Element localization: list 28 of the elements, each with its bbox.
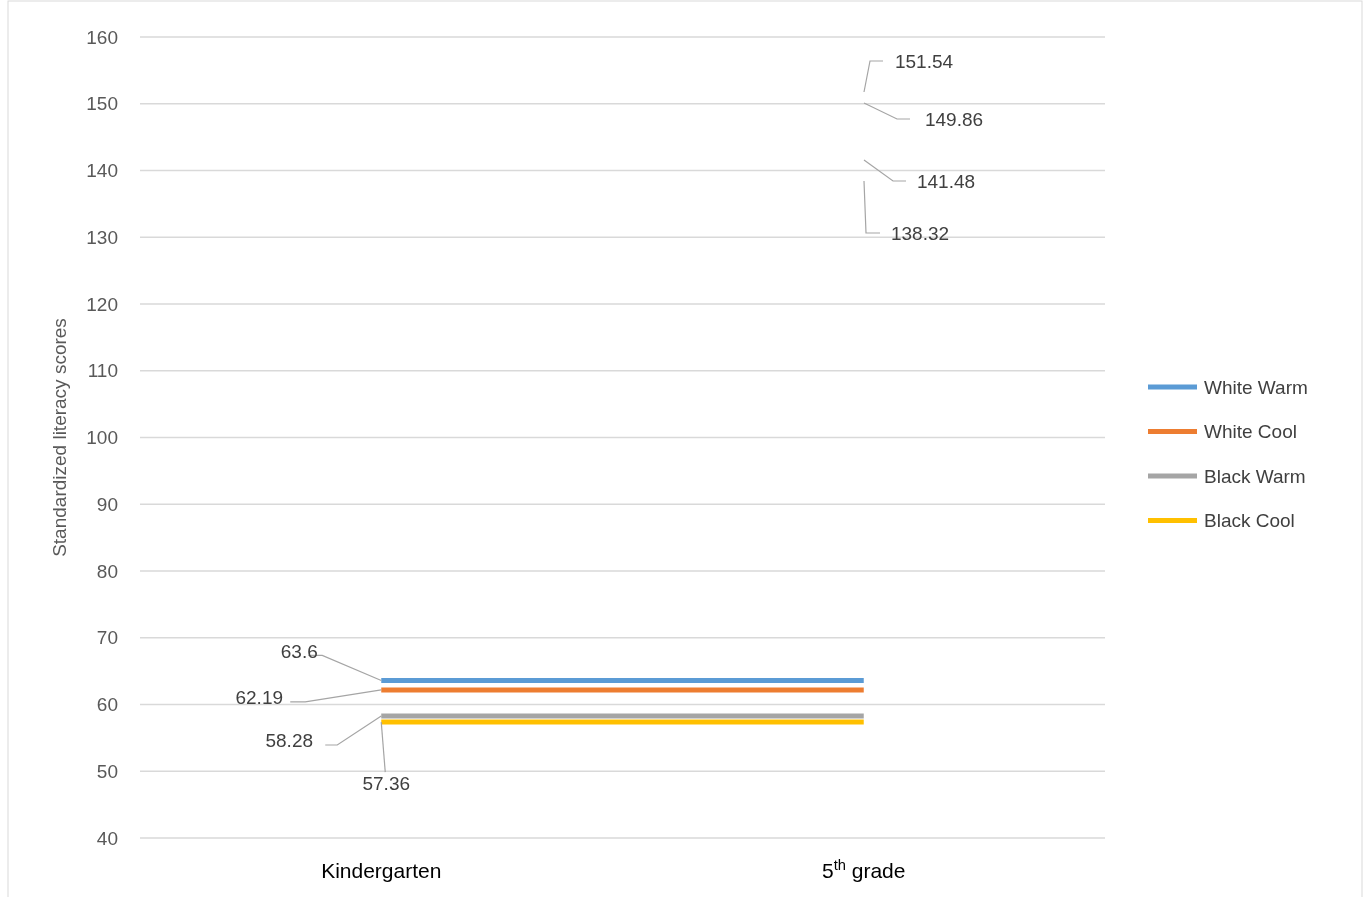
data-label: 58.28 [265,729,314,751]
legend-label: Black Warm [1204,465,1306,487]
data-label: 62.19 [235,686,284,708]
legend-label: White Cool [1204,421,1297,443]
y-tick-label: 70 [96,627,118,649]
annotation: 151.54 [894,51,954,72]
legend-label: Black Cool [1204,510,1295,532]
annotation: 141.48 [916,171,976,192]
y-tick-label: 150 [86,93,118,115]
x-tick-label: Kindergarten [321,859,442,882]
y-axis-title: Standardized literacy scores [49,318,70,557]
y-tick-label: 130 [86,226,118,248]
data-label: 57.36 [362,773,411,795]
annotation: 149.86 [924,109,984,130]
y-tick-label: 60 [96,694,118,716]
y-tick-label: 110 [87,360,118,382]
y-tick-label: 100 [86,427,118,449]
y-tick-label: 140 [86,160,118,182]
y-tick-label: 160 [86,26,118,48]
annotation: 138.32 [890,223,950,244]
data-label: 63.6 [280,641,318,663]
y-tick-label: 120 [86,293,118,315]
x-tick-label: 5$^{th}$ grade [822,857,906,882]
y-tick-label: 50 [96,760,118,782]
y-tick-label: 80 [96,560,118,582]
y-tick-label: 40 [96,827,118,849]
y-tick-label: 90 [96,493,118,515]
legend-label: White Warm [1204,376,1308,398]
